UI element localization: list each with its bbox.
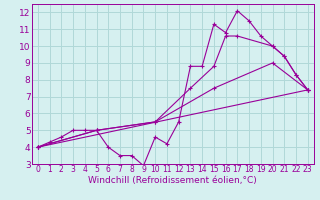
X-axis label: Windchill (Refroidissement éolien,°C): Windchill (Refroidissement éolien,°C) (88, 176, 257, 185)
